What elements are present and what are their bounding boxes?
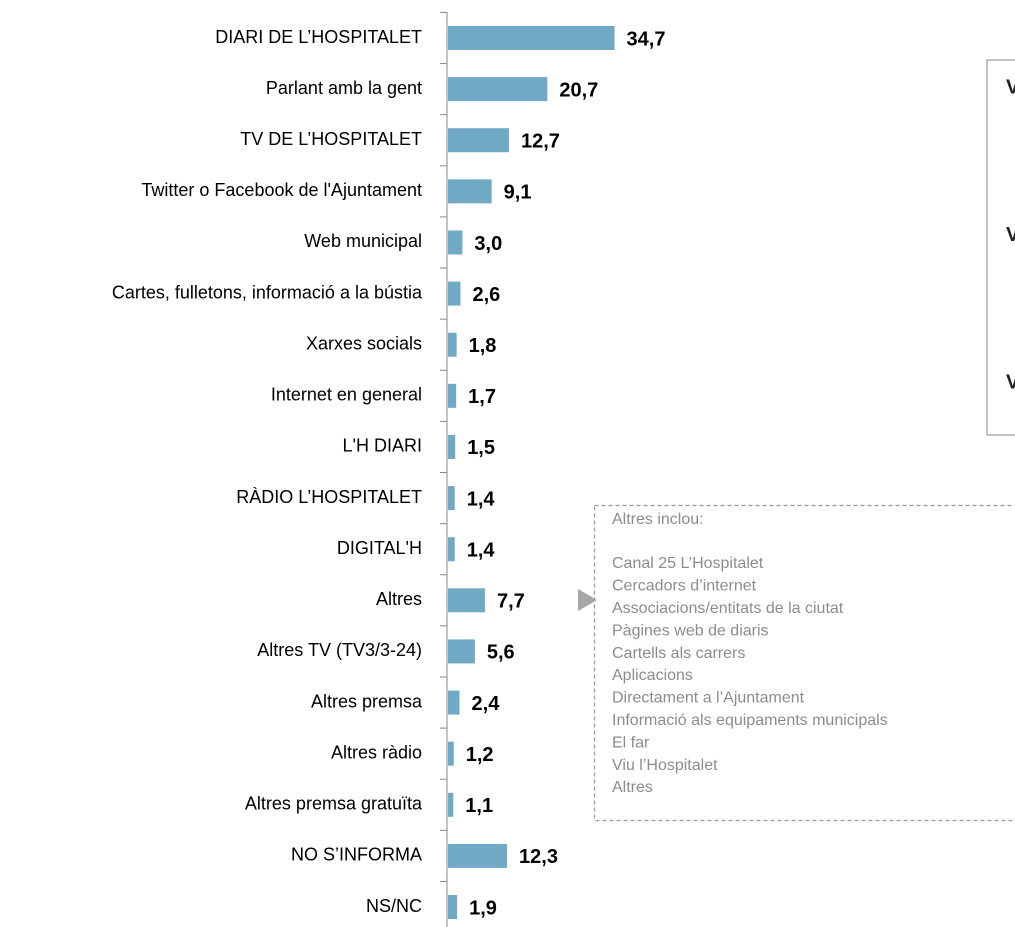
bar	[448, 26, 615, 50]
bar	[448, 434, 456, 459]
bar	[448, 281, 461, 306]
data-label: 1,7	[468, 386, 496, 408]
data-label: 9,1	[504, 182, 532, 204]
note-box	[593, 504, 1015, 822]
category-label: Altres TV (TV3/3-24)	[257, 640, 422, 660]
arrow	[578, 589, 597, 611]
bar	[448, 843, 508, 868]
bar	[448, 332, 457, 357]
category-label: Web municipal	[304, 231, 422, 251]
bar	[448, 639, 475, 664]
data-label: 1,5	[467, 437, 495, 459]
data-label: 5,6	[487, 642, 515, 664]
category-label: DIGITAL'H	[337, 538, 422, 558]
note-item: Pàgines web de diaris	[612, 622, 769, 639]
category-label: Cartes, fulletons, informació a la bústi…	[112, 282, 423, 302]
data-label: 2,6	[472, 284, 500, 306]
side-item: V	[1006, 371, 1015, 393]
data-label: 7,7	[497, 591, 525, 613]
note-item: Directament a l’Ajuntament	[612, 690, 805, 707]
note-item: El far	[612, 734, 650, 751]
bar	[448, 77, 548, 102]
note-item: Cercadors d’internet	[612, 578, 757, 595]
category-label: Altres ràdio	[331, 742, 422, 762]
note-item: Informació als equipaments municipals	[612, 712, 888, 729]
bar	[448, 128, 509, 153]
bar	[448, 690, 460, 715]
bar	[448, 486, 455, 511]
category-label: NS/NC	[366, 896, 422, 916]
data-label: 1,8	[469, 335, 497, 357]
category-label: Twitter o Facebook de l'Ajuntament	[141, 180, 422, 200]
note-item: Viu l’Hospitalet	[612, 757, 718, 774]
note-item: Cartells als carrers	[612, 645, 745, 662]
note-item: Aplicacions	[612, 667, 693, 684]
category-label: Altres premsa	[311, 691, 423, 711]
bar	[448, 792, 454, 817]
bar	[448, 895, 458, 920]
bar	[448, 179, 492, 204]
side-panel	[986, 59, 1015, 436]
category-label: Parlant amb la gent	[266, 78, 422, 98]
data-label: 20,7	[559, 79, 598, 101]
data-label: 34,7	[627, 28, 666, 50]
note-title: Altres inclou:	[612, 511, 704, 528]
category-label: L'H DIARI	[343, 436, 422, 456]
category-label: DIARI DE L’HOSPITALET	[215, 27, 422, 47]
data-label: 1,1	[465, 795, 493, 817]
data-label: 1,4	[467, 488, 496, 510]
data-label: 3,0	[474, 233, 502, 255]
note-item: Altres	[612, 779, 653, 796]
data-label: 12,3	[519, 846, 558, 868]
note-item: Associacions/entitats de la ciutat	[612, 600, 844, 617]
category-label: RÀDIO L’HOSPITALET	[236, 487, 422, 507]
data-label: 1,9	[469, 897, 497, 919]
bar	[448, 588, 485, 613]
data-label: 12,7	[521, 131, 560, 153]
note-item: Canal 25 L’Hospitalet	[612, 555, 764, 572]
data-label: 2,4	[472, 693, 501, 715]
data-label: 1,4	[467, 539, 496, 561]
category-label: Altres	[376, 589, 422, 609]
bar	[448, 537, 455, 562]
side-item: V	[1006, 224, 1015, 246]
side-item: V	[1006, 76, 1015, 98]
data-label: 1,2	[466, 744, 494, 766]
category-label: Internet en general	[271, 385, 422, 405]
bar	[448, 741, 454, 766]
bar	[448, 230, 463, 255]
category-label: Altres premsa gratuïta	[245, 794, 423, 814]
bar	[448, 383, 457, 408]
category-label: NO S’INFORMA	[291, 845, 422, 865]
category-label: TV DE L’HOSPITALET	[240, 129, 422, 149]
category-label: Xarxes socials	[306, 333, 422, 353]
